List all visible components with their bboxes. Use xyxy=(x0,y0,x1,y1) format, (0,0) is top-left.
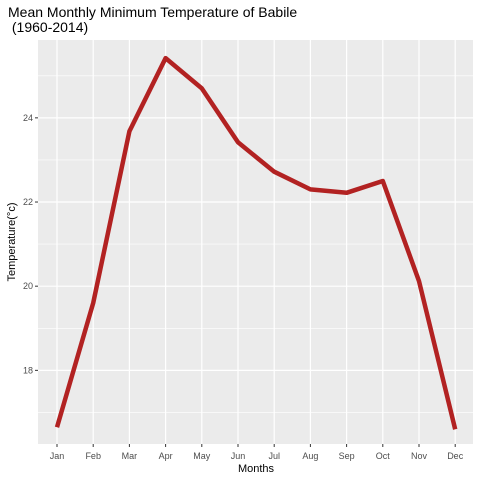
grid-lines xyxy=(38,40,473,444)
x-tick-label-may: May xyxy=(193,451,211,461)
x-axis: Jan Feb Mar Apr May Jun Jul Aug Sep Oct Nov Dec xyxy=(50,444,464,461)
x-tick-label-aug: Aug xyxy=(302,451,318,461)
x-axis-title: Months xyxy=(238,463,275,475)
plot-panel xyxy=(38,40,473,444)
chart-title-line1: Mean Monthly Minimum Temperature of Babi… xyxy=(8,4,297,20)
y-axis-title: Temperature(°c) xyxy=(6,203,18,282)
y-axis: 18 20 22 24 xyxy=(23,113,38,375)
x-tick-label-dec: Dec xyxy=(447,451,464,461)
x-tick-label-sep: Sep xyxy=(339,451,355,461)
x-tick-label-feb: Feb xyxy=(85,451,101,461)
y-tick-label: 18 xyxy=(23,365,33,375)
x-tick-label-jun: Jun xyxy=(231,451,246,461)
x-tick-label-nov: Nov xyxy=(411,451,428,461)
y-tick-label: 20 xyxy=(23,281,33,291)
x-tick-label-mar: Mar xyxy=(122,451,138,461)
x-tick-label-oct: Oct xyxy=(376,451,391,461)
y-tick-label: 24 xyxy=(23,113,33,123)
y-tick-label: 22 xyxy=(23,197,33,207)
x-tick-label-apr: Apr xyxy=(159,451,173,461)
x-tick-label-jan: Jan xyxy=(50,451,65,461)
series-line xyxy=(54,55,458,430)
chart-title-line2: (1960-2014) xyxy=(8,19,88,35)
x-tick-label-jul: Jul xyxy=(268,451,280,461)
